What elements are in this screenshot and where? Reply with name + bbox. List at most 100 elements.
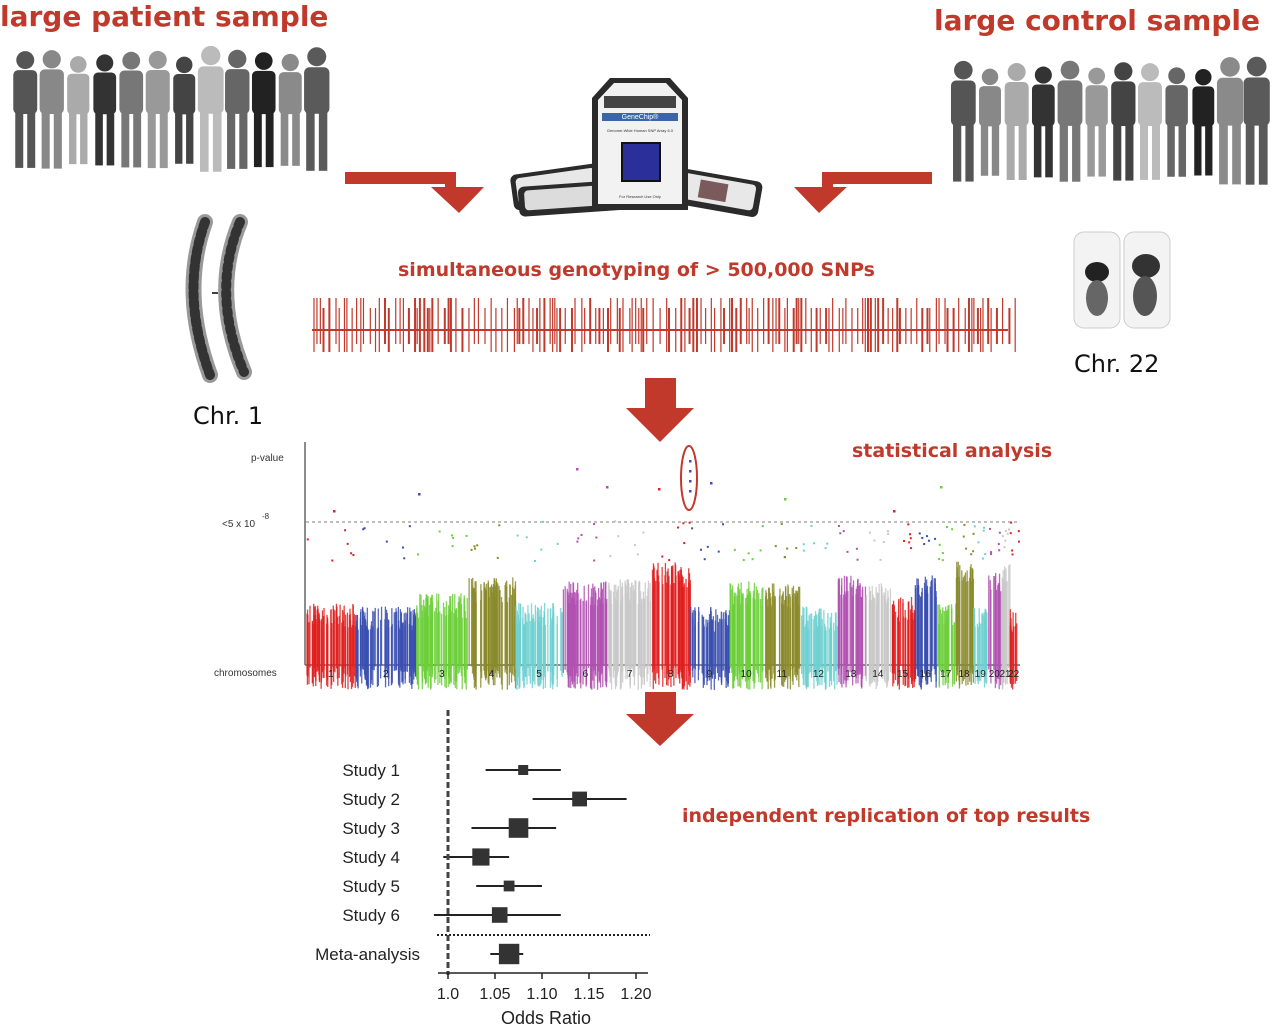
snp-column — [647, 588, 649, 674]
snp-column — [419, 594, 421, 666]
odds-ratio-marker — [503, 880, 515, 892]
snp-column — [898, 600, 900, 669]
snp-point — [795, 546, 798, 549]
snp-column — [807, 620, 809, 680]
meta-analysis-label: Meta-analysis — [315, 945, 420, 964]
snp-column — [735, 592, 737, 677]
snp-column — [944, 623, 946, 686]
snp-column — [956, 561, 958, 666]
snp-column — [969, 569, 972, 674]
snp-column — [372, 610, 374, 670]
snp-column — [380, 619, 382, 679]
chromosome-label: 16 — [920, 669, 932, 680]
snp-point — [465, 534, 468, 537]
patient-crowd-image — [13, 45, 330, 172]
snp-column — [457, 602, 459, 674]
snp-column — [306, 609, 309, 672]
snp-column — [608, 585, 610, 672]
snp-column — [916, 578, 918, 670]
snp-column — [570, 583, 572, 668]
snp-point — [938, 543, 941, 546]
snp-column — [346, 612, 349, 675]
snp-column — [754, 599, 756, 684]
snp-column — [719, 618, 721, 677]
chromosome-label: 22 — [1008, 669, 1020, 680]
snp-column — [840, 594, 842, 685]
snp-column — [720, 626, 723, 686]
snp-column — [412, 614, 415, 674]
snp-point — [983, 526, 986, 529]
snp-column — [427, 616, 429, 688]
snp-column — [920, 598, 922, 690]
snp-point — [1007, 528, 1010, 531]
snp-column — [463, 598, 465, 670]
snp-column — [522, 606, 524, 670]
snp-column — [616, 589, 619, 676]
snp-column — [551, 621, 553, 685]
snp-column — [794, 593, 796, 676]
snp-point — [542, 520, 545, 523]
snp-column — [939, 609, 942, 672]
snp-column — [489, 587, 491, 675]
snp-point — [928, 539, 931, 542]
snp-column — [804, 626, 806, 686]
snp-column — [538, 616, 540, 680]
snp-column — [771, 583, 774, 666]
person-figure — [1192, 69, 1215, 176]
snp-column — [986, 626, 988, 684]
snp-point — [963, 523, 966, 526]
snp-column — [428, 604, 431, 677]
snp-point — [706, 545, 709, 548]
snp-point — [703, 558, 706, 561]
snp-column — [373, 611, 375, 671]
snp-column — [947, 608, 949, 671]
significant-snp-point — [689, 470, 692, 473]
snp-column — [326, 614, 328, 677]
snp-column — [679, 569, 681, 673]
snp-column — [766, 598, 768, 681]
snp-column — [830, 622, 832, 682]
snp-column — [805, 606, 807, 666]
snp-column — [471, 586, 474, 674]
snp-column — [683, 583, 686, 686]
snp-column — [655, 580, 657, 684]
snp-point — [683, 542, 686, 545]
snp-column — [731, 589, 733, 673]
snp-point — [989, 527, 992, 530]
snp-column — [354, 626, 356, 688]
snp-column — [1006, 581, 1008, 684]
odds-ratio-marker — [472, 848, 490, 866]
snp-column — [515, 606, 517, 670]
snp-column — [330, 626, 332, 689]
person-figure — [39, 50, 64, 169]
chromosome-label: 3 — [439, 669, 445, 680]
snp-point — [856, 558, 859, 561]
snp-column — [493, 577, 495, 666]
snp-column — [769, 597, 772, 680]
odds-ratio-marker — [572, 791, 587, 807]
snp-column — [604, 582, 607, 667]
snp-column — [399, 609, 402, 668]
snp-point — [362, 528, 365, 531]
snp-column — [881, 586, 883, 671]
snp-column — [495, 578, 497, 666]
snp-column — [761, 588, 763, 673]
snp-column — [774, 597, 776, 680]
snp-column — [313, 615, 315, 677]
snp-column — [998, 583, 1000, 677]
snp-column — [600, 582, 602, 667]
snp-point — [938, 557, 941, 560]
snp-column — [464, 610, 466, 683]
snp-column — [878, 583, 880, 668]
snp-column — [454, 616, 456, 688]
snp-point — [972, 532, 975, 535]
snp-column — [345, 614, 347, 677]
snp-column — [711, 619, 713, 678]
snp-point — [759, 549, 762, 552]
snp-column — [453, 613, 455, 685]
snp-column — [308, 622, 310, 685]
genechip-brand-text: GeneChip® — [622, 113, 660, 121]
snp-column — [724, 619, 726, 678]
snp-column — [497, 583, 499, 672]
snp-column — [631, 582, 633, 669]
